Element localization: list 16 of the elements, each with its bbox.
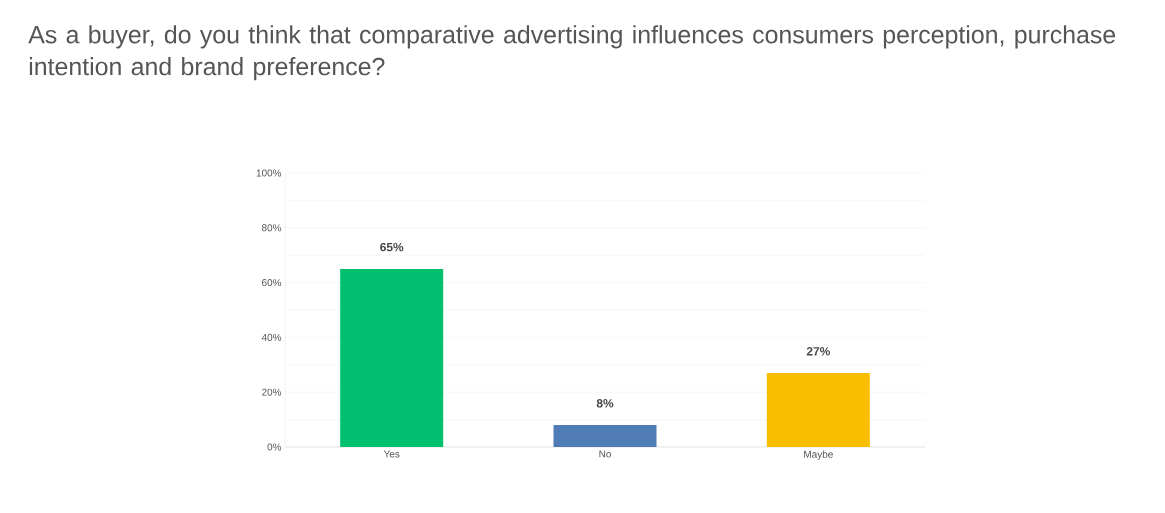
y-tick-label: 40%: [261, 333, 282, 341]
y-tick-label: 100%: [256, 169, 282, 177]
bar: [340, 268, 444, 447]
bar: [553, 425, 657, 447]
y-tick-label: 80%: [261, 224, 282, 232]
chart-title: As a buyer, do you think that comparative advertising influences consumers perception, purchase intention and brand preference?: [28, 25, 1116, 81]
bar: [766, 373, 870, 447]
x-tick-label: No: [599, 450, 611, 458]
x-tick-label: Yes: [383, 450, 400, 458]
y-tick-label: 20%: [262, 388, 282, 396]
y-tick-label: 0%: [267, 443, 282, 451]
data-label: 27%: [806, 347, 830, 356]
y-tick-label: 60%: [262, 279, 282, 287]
data-label: 8%: [596, 399, 614, 408]
data-label: 65%: [380, 242, 404, 252]
x-tick-label: Maybe: [804, 450, 833, 460]
